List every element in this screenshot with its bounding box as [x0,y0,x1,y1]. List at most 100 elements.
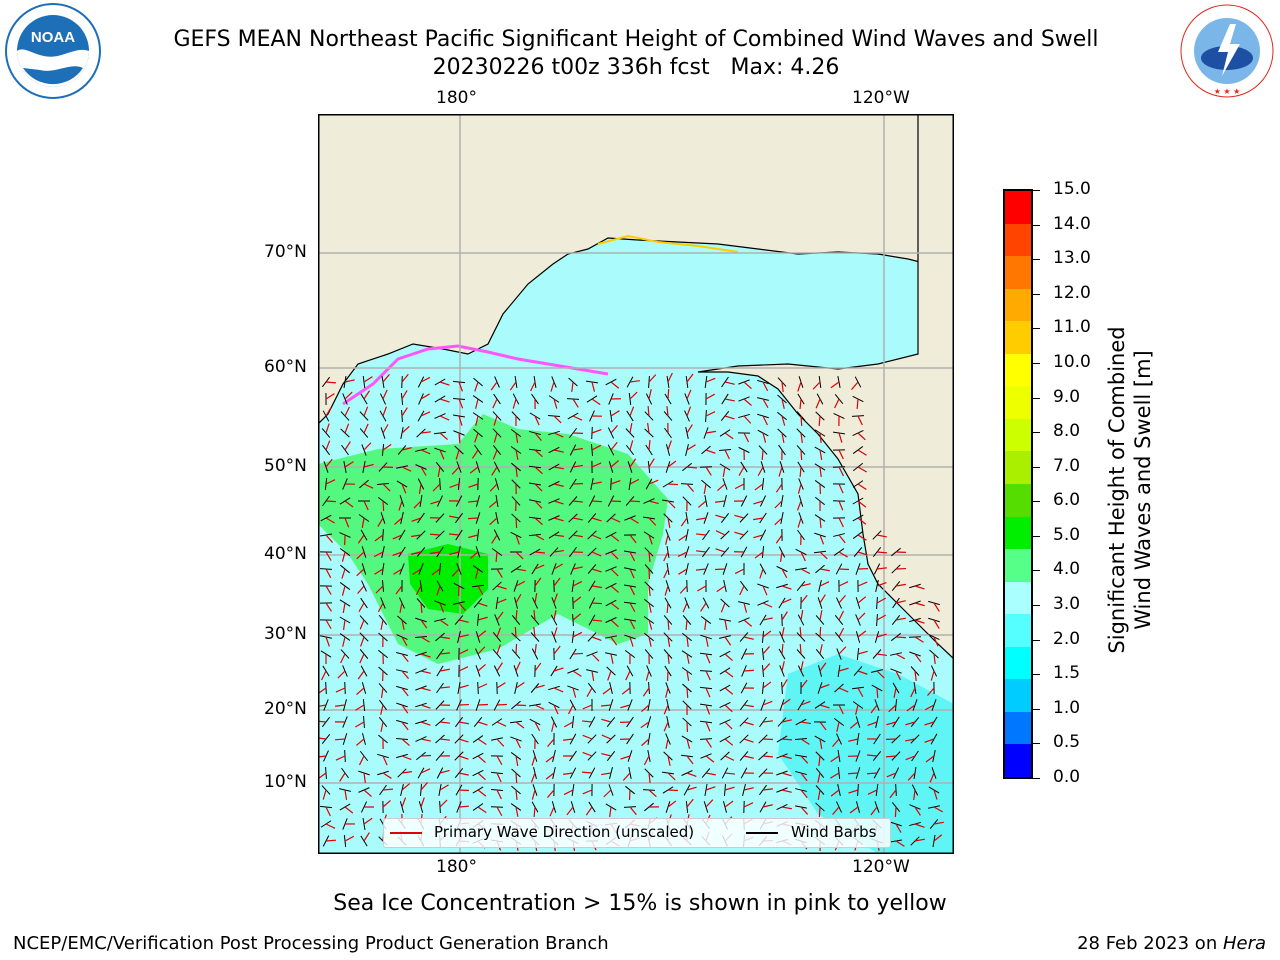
wave-direction-arrow [374,534,384,542]
wave-direction-arrow [695,550,707,553]
wave-direction-arrow [781,772,792,777]
wave-direction-arrow [492,449,498,460]
wave-direction-arrow [572,398,579,408]
colorbar-segment [1005,418,1031,452]
wave-direction-arrow [361,517,365,528]
wave-direction-arrow [344,806,354,814]
wave-direction-arrow [496,662,503,672]
colorbar-tick-mark [1033,224,1040,226]
wave-direction-arrow [477,602,488,607]
wave-direction-arrow [686,786,697,791]
colorbar-tick-mark [1033,570,1040,572]
colorbar-tick-mark [1033,466,1040,468]
wave-direction-arrow [344,789,348,800]
wave-direction-arrow [591,568,602,573]
wave-direction-arrow [572,652,584,655]
wave-direction-arrow [663,551,669,562]
map-frame [318,114,954,854]
wave-direction-arrow [774,517,783,526]
wave-direction-arrow [401,738,410,747]
wave-direction-arrow [857,534,867,541]
wave-direction-arrow [515,609,518,621]
wave-direction-arrow [743,381,752,390]
wave-direction-arrow [401,425,410,434]
wave-direction-arrow [876,551,888,554]
wave-direction-arrow [401,704,409,714]
wave-direction-arrow [818,415,821,427]
wave-direction-arrow [325,458,333,468]
wind-barb [322,444,330,456]
wave-direction-arrow [325,806,331,817]
wave-direction-arrow [533,627,536,638]
wave-direction-arrow [515,681,525,689]
wave-direction-arrow [344,500,354,508]
wave-direction-arrow [458,432,461,444]
wave-direction-arrow [360,636,365,647]
wave-direction-arrow [534,721,541,732]
colorbar-tick-mark [1033,639,1040,641]
wave-direction-arrow [797,517,802,528]
wave-direction-arrow [439,381,450,386]
wave-direction-arrow [401,407,408,417]
wave-direction-arrow [724,786,735,791]
wave-direction-arrow [696,517,707,521]
wave-direction-arrow [344,423,350,434]
wave-direction-arrow [610,410,620,417]
wave-direction-arrow [342,602,346,613]
chart-subtitle: 20230226 t00z 336h fcst Max: 4.26 [432,55,840,80]
colorbar-label-line2: Wind Waves and Swell [m] [1131,350,1155,630]
wave-direction-arrow [458,381,464,392]
wave-direction-arrow [553,466,564,470]
wave-direction-arrow [686,636,689,647]
wave-direction-arrow [743,415,752,424]
colorbar-tick-label: 5.0 [1053,524,1081,545]
wave-direction-arrow [515,721,525,729]
wave-direction-arrow [819,466,822,477]
wave-direction-arrow [356,551,365,560]
wave-direction-arrow [496,568,503,578]
wave-direction-arrow [775,483,783,493]
wave-direction-arrow [663,704,669,715]
wave-direction-arrow [857,415,863,426]
colorbar-tick-mark [1033,293,1040,295]
wave-direction-arrow [515,449,519,460]
wave-direction-arrow [553,432,564,438]
wave-direction-arrow [705,687,711,698]
wave-direction-arrow [832,806,840,816]
wave-direction-arrow [496,772,502,783]
wave-direction-arrow [800,568,811,575]
wave-direction-arrow [686,653,690,664]
footer-left: NCEP/EMC/Verification Post Processing Pr… [13,933,609,954]
wave-direction-arrow [496,644,501,655]
wave-direction-arrow [867,789,878,795]
wave-direction-arrow [800,806,809,815]
wave-direction-arrow [685,619,688,631]
wave-direction-arrow [678,534,688,542]
wave-direction-arrow [762,415,768,426]
wave-direction-arrow [686,738,691,749]
wave-direction-arrow [581,771,593,774]
wave-direction-arrow [572,464,583,468]
wave-direction-arrow [477,755,486,764]
wave-direction-arrow [363,406,369,417]
wave-direction-arrow [933,636,939,647]
wave-direction-arrow [895,653,906,660]
colorbar-tick-mark [1033,259,1040,261]
wave-direction-arrow [412,568,422,575]
wave-direction-arrow [743,398,752,406]
wave-direction-arrow [857,483,867,491]
wave-direction-arrow [876,670,885,679]
wave-direction-arrow [547,789,555,798]
wave-direction-arrow [553,449,564,453]
wave-direction-arrow [667,772,676,781]
wave-direction-arrow [356,568,365,577]
wave-direction-arrow [838,517,844,528]
wave-direction-arrow [754,483,764,491]
wave-direction-arrow [857,650,868,655]
wave-direction-arrow [800,583,811,587]
colorbar-segment [1005,548,1031,582]
lat-label-20n: 20°N [264,699,307,719]
wave-direction-arrow [377,517,384,527]
wave-direction-arrow [812,381,821,390]
wave-direction-arrow [591,670,595,681]
